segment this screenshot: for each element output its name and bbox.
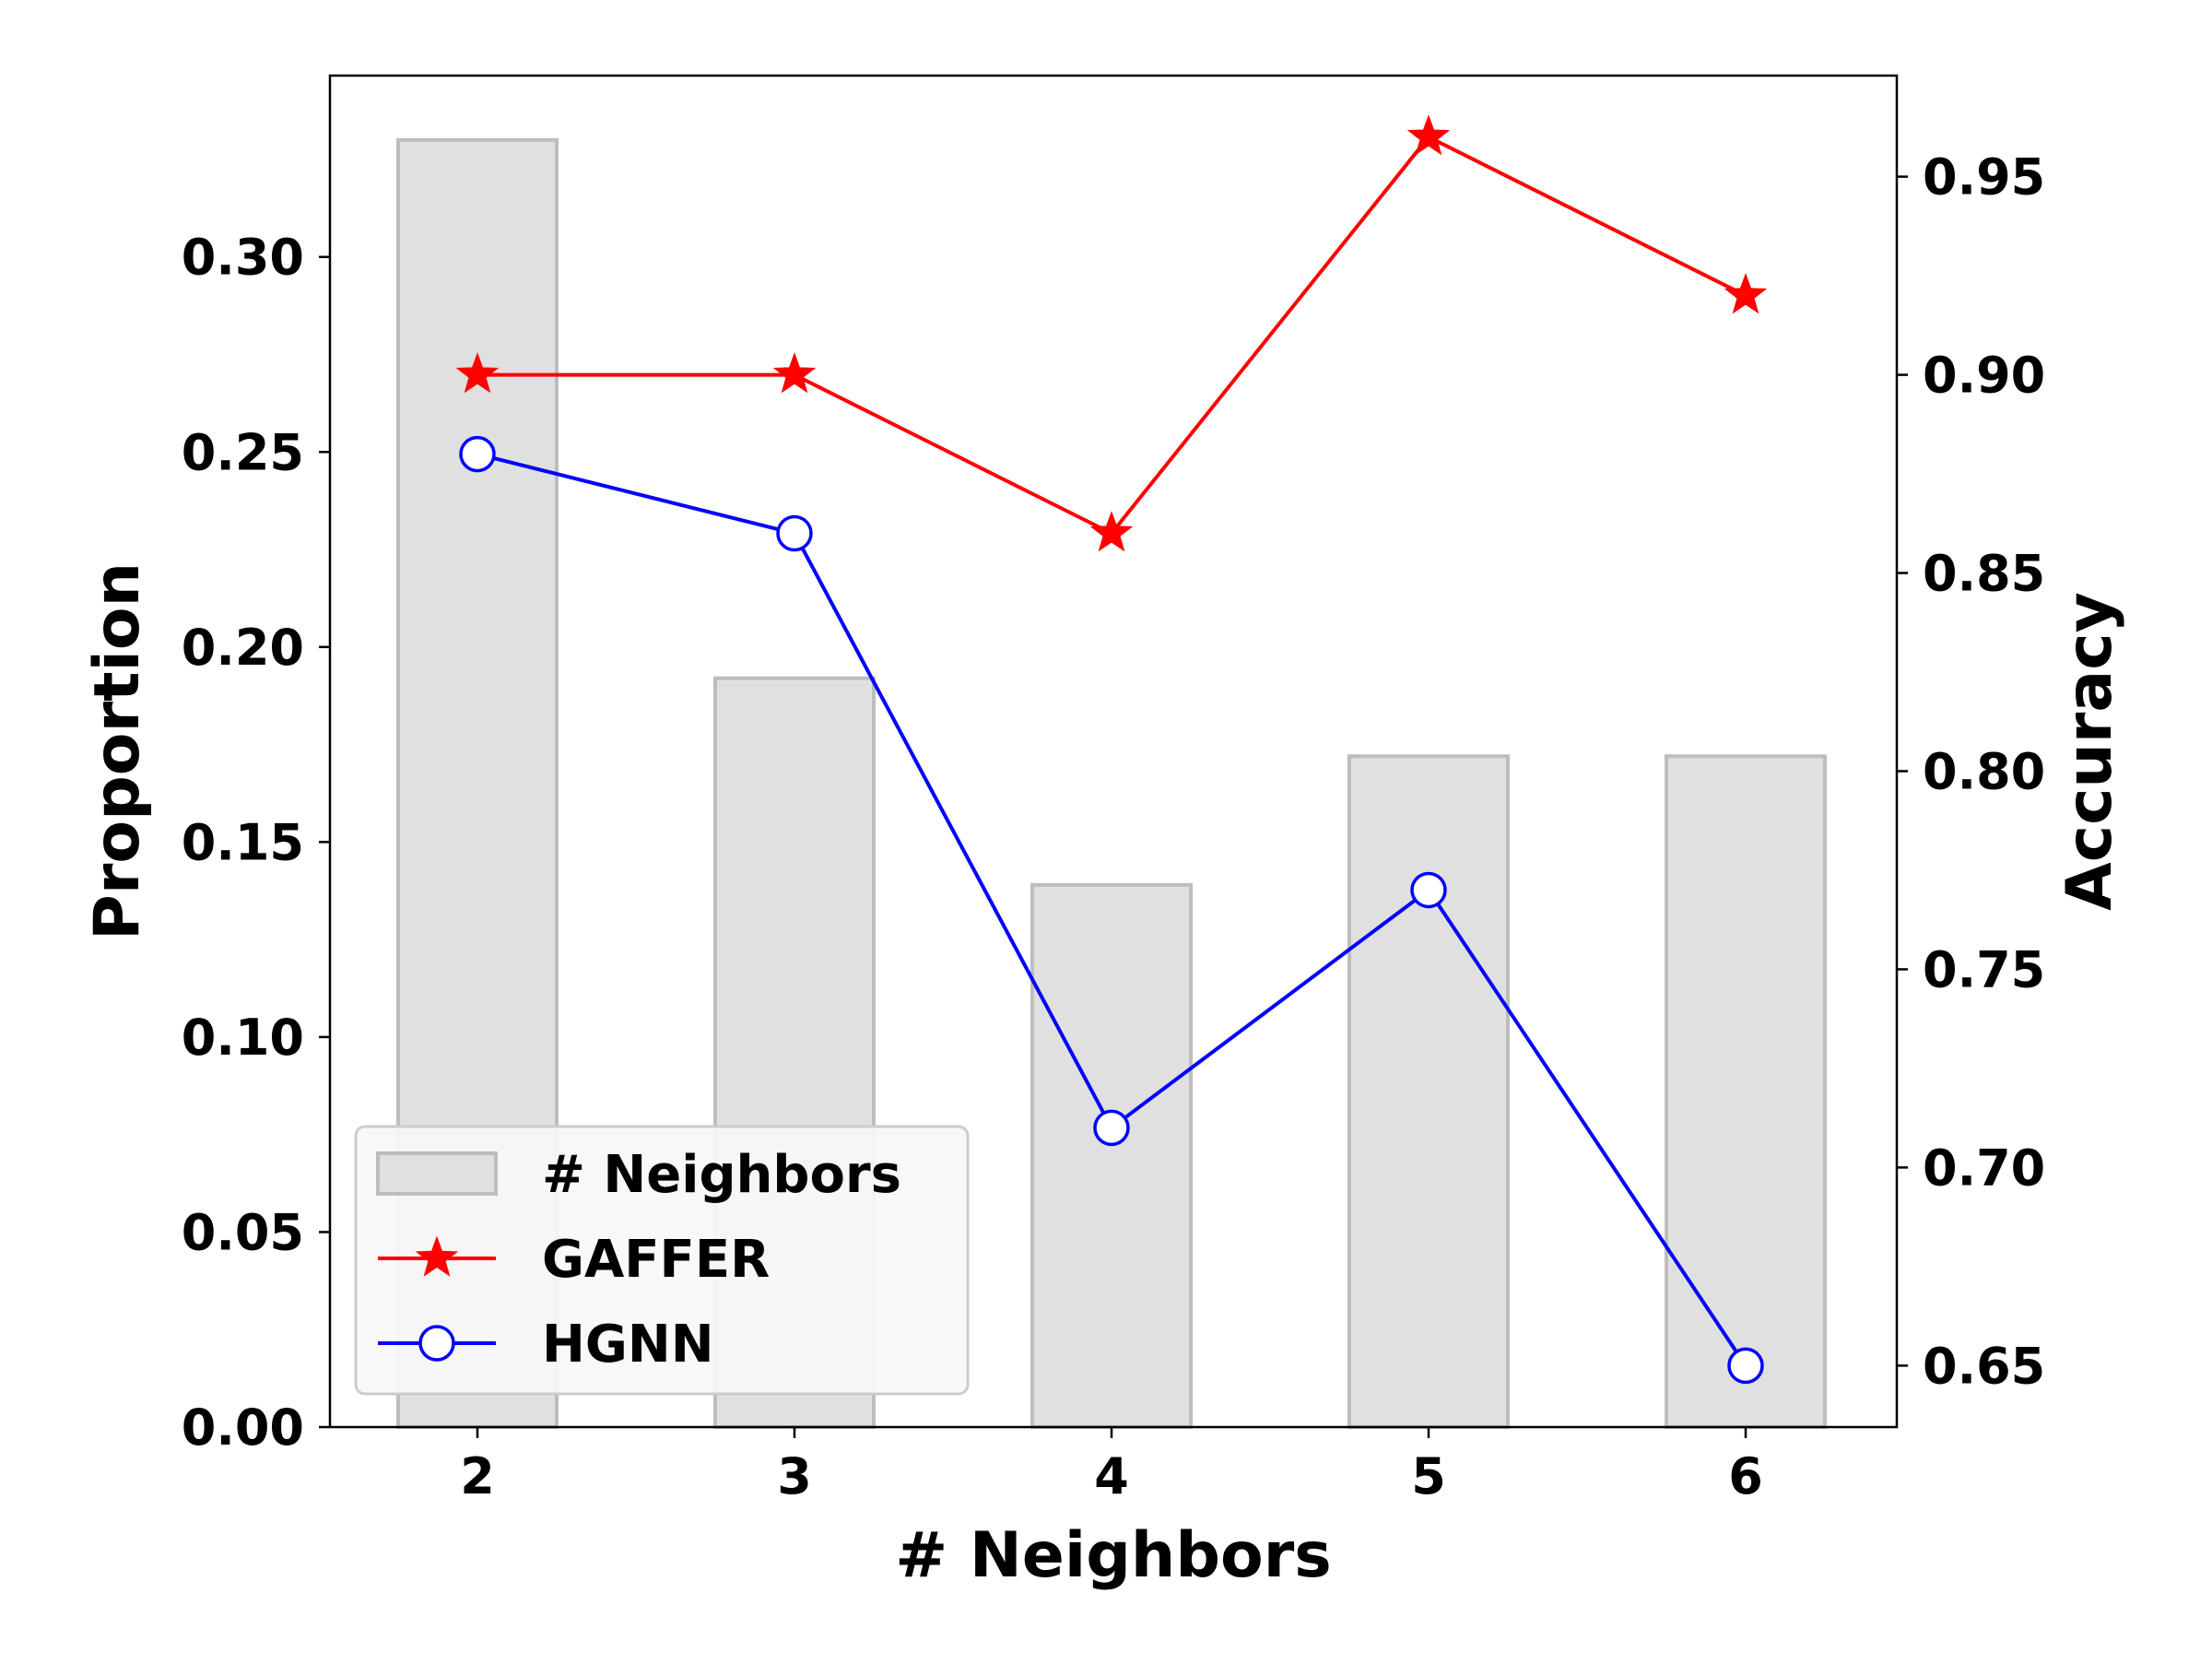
legend-key-neighbors (376, 1151, 498, 1196)
point-hgnn-6 (1727, 1347, 1764, 1385)
y-tick-label: 0.30 (182, 229, 304, 287)
bar-5 (1347, 754, 1510, 1429)
bar-6 (1665, 754, 1827, 1429)
x-tick-label: 6 (1728, 1447, 1763, 1505)
point-hgnn-5 (1410, 871, 1447, 909)
y2-tick-label: 0.85 (1923, 545, 2045, 603)
x-axis-title: # Neighbors (895, 1519, 1331, 1592)
legend: # Neighbors GAFFER HGNN (354, 1125, 970, 1396)
y-axis-left-title: Proportion (81, 562, 154, 940)
y-tick-label: 0.00 (182, 1398, 304, 1457)
legend-label: HGNN (542, 1315, 714, 1375)
x-axis-ticks: 2 3 4 5 6 (460, 1427, 1763, 1505)
point-hgnn-2 (459, 435, 496, 473)
legend-box (354, 1125, 970, 1396)
y-tick-label: 0.05 (182, 1203, 304, 1261)
y2-tick-label: 0.75 (1923, 940, 2045, 998)
point-gaffer-3 (772, 352, 817, 394)
y-tick-label: 0.25 (182, 423, 304, 481)
legend-key-marker-gaffer (415, 1235, 459, 1277)
bar-4 (1030, 882, 1193, 1429)
line-series-group (455, 114, 1768, 1385)
point-gaffer-5 (1406, 114, 1451, 156)
y-axis-right-title: Accuracy (2053, 592, 2126, 911)
x-tick-label: 3 (777, 1447, 812, 1505)
y2-tick-label: 0.65 (1923, 1337, 2045, 1395)
point-gaffer-2 (455, 352, 500, 394)
point-hgnn-4 (1093, 1109, 1130, 1147)
y2-tick-label: 0.80 (1923, 742, 2045, 800)
x-tick-label: 5 (1411, 1447, 1446, 1505)
point-hgnn-3 (776, 514, 813, 552)
y-tick-label: 0.15 (182, 813, 304, 871)
y-tick-label: 0.20 (182, 619, 304, 677)
line-gaffer (477, 135, 1747, 537)
x-tick-label: 4 (1094, 1447, 1129, 1505)
legend-label: GAFFER (542, 1230, 770, 1290)
y-tick-label: 0.10 (182, 1009, 304, 1067)
y-axis-right-ticks: 0.65 0.70 0.75 0.80 0.85 0.90 0.95 (1897, 148, 2045, 1395)
legend-key-marker-hgnn (418, 1325, 455, 1362)
y2-tick-label: 0.95 (1923, 148, 2045, 207)
y2-tick-label: 0.90 (1923, 347, 2045, 405)
x-tick-label: 2 (460, 1447, 495, 1505)
y-axis-left-ticks: 0.00 0.05 0.10 0.15 0.20 0.25 0.30 (182, 229, 330, 1457)
point-gaffer-4 (1089, 511, 1134, 552)
plot-frame (328, 74, 1899, 1429)
point-gaffer-6 (1724, 273, 1768, 314)
legend-label: # Neighbors (542, 1145, 901, 1205)
y2-tick-label: 0.70 (1923, 1139, 2045, 1197)
